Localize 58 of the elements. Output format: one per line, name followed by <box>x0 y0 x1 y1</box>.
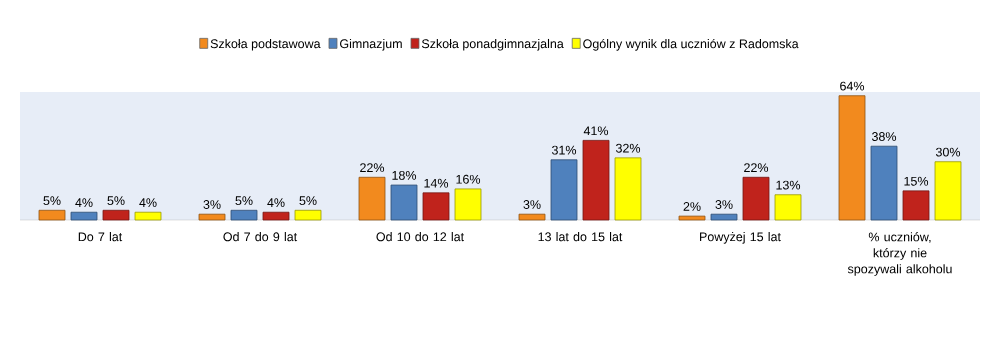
bar <box>902 190 930 221</box>
x-tick-label: Od 7 do 9 lat <box>223 232 298 242</box>
bar <box>678 215 706 221</box>
x-tick-label: 13 lat do 15 lat <box>538 232 623 242</box>
data-label: 30% <box>935 147 961 157</box>
data-label: 4% <box>139 198 157 207</box>
data-label: 18% <box>392 170 417 180</box>
legend-label: Ogólny wynik dla uczniów z Radomska <box>583 38 799 51</box>
data-label: 14% <box>424 178 449 188</box>
bar <box>262 211 290 221</box>
x-tick-label: Do 7 lat <box>78 232 123 242</box>
bar <box>774 194 802 221</box>
bar <box>614 157 642 221</box>
bar <box>870 145 898 221</box>
data-label: 3% <box>523 200 541 209</box>
data-label: 15% <box>904 176 929 186</box>
data-label: 5% <box>299 196 317 206</box>
legend-label: Gimnazjum <box>340 38 402 51</box>
bar <box>710 213 738 221</box>
data-label: 13% <box>776 180 801 190</box>
data-label: 4% <box>75 198 93 207</box>
legend-label: Szkoła ponadgimnazjalna <box>421 38 564 51</box>
bar <box>742 176 770 221</box>
bar <box>550 159 578 221</box>
bar <box>358 176 386 221</box>
data-label: 5% <box>107 196 125 206</box>
bar <box>294 209 322 221</box>
bar <box>38 209 66 221</box>
bar <box>454 188 482 221</box>
data-label: 5% <box>43 196 61 206</box>
data-label: 22% <box>744 163 769 173</box>
data-label: 38% <box>871 132 897 141</box>
bar <box>390 184 418 221</box>
x-tick-label: Od 10 do 12 lat <box>376 232 465 242</box>
data-label: 22% <box>360 163 385 173</box>
bar <box>518 213 546 221</box>
bar <box>198 213 226 221</box>
data-label: 31% <box>551 145 577 155</box>
data-label: 5% <box>235 196 253 206</box>
bar <box>934 161 962 221</box>
data-label: 16% <box>456 174 481 184</box>
bar <box>134 211 162 221</box>
bar <box>582 139 610 221</box>
data-label: 3% <box>715 200 733 209</box>
legend-label: Szkoła podstawowa <box>210 38 321 51</box>
x-tick-label: Powyżej 15 lat <box>700 232 781 244</box>
data-label: 32% <box>615 143 641 153</box>
bar <box>102 209 130 221</box>
bar <box>230 209 258 221</box>
data-label: 64% <box>840 81 865 91</box>
bar <box>838 95 866 221</box>
x-tick-label: % uczniów, którzy nie spozywali alkoholu <box>847 232 952 276</box>
data-label: 3% <box>203 200 221 209</box>
data-label: 2% <box>683 202 701 211</box>
bar <box>422 192 450 221</box>
data-label: 4% <box>267 198 285 207</box>
bar <box>70 211 98 221</box>
data-label: 41% <box>583 126 609 136</box>
